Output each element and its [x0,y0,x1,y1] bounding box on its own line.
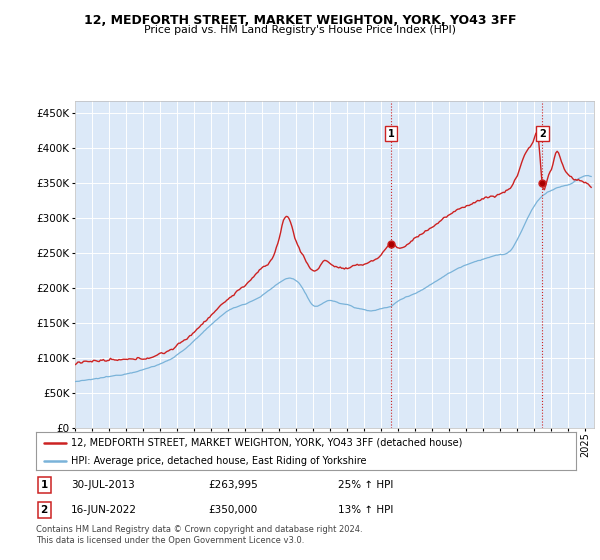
Text: £263,995: £263,995 [209,480,259,490]
Text: 1: 1 [40,480,48,490]
Text: 2: 2 [40,505,48,515]
Text: HPI: Average price, detached house, East Riding of Yorkshire: HPI: Average price, detached house, East… [71,456,367,466]
Text: £350,000: £350,000 [209,505,258,515]
Text: 2: 2 [539,129,545,138]
Text: 16-JUN-2022: 16-JUN-2022 [71,505,137,515]
Text: Price paid vs. HM Land Registry's House Price Index (HPI): Price paid vs. HM Land Registry's House … [144,25,456,35]
Text: Contains HM Land Registry data © Crown copyright and database right 2024.
This d: Contains HM Land Registry data © Crown c… [36,525,362,545]
Text: 30-JUL-2013: 30-JUL-2013 [71,480,135,490]
Text: 25% ↑ HPI: 25% ↑ HPI [338,480,394,490]
Text: 12, MEDFORTH STREET, MARKET WEIGHTON, YORK, YO43 3FF (detached house): 12, MEDFORTH STREET, MARKET WEIGHTON, YO… [71,438,463,448]
Text: 1: 1 [388,129,395,138]
Text: 12, MEDFORTH STREET, MARKET WEIGHTON, YORK, YO43 3FF: 12, MEDFORTH STREET, MARKET WEIGHTON, YO… [84,14,516,27]
Text: 13% ↑ HPI: 13% ↑ HPI [338,505,394,515]
